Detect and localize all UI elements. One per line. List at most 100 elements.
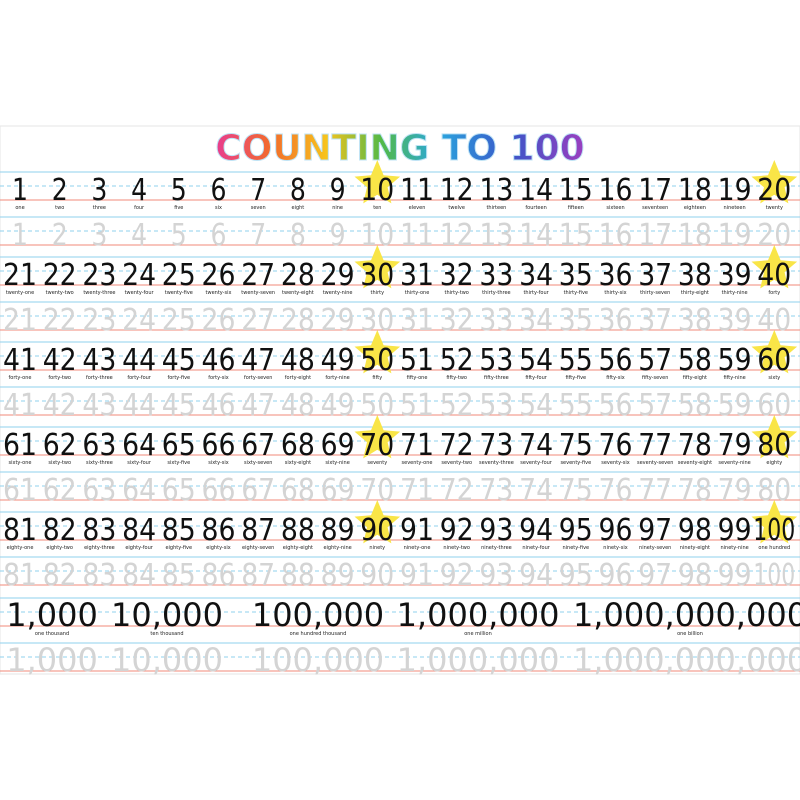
star bbox=[751, 245, 798, 289]
word: fifty bbox=[372, 375, 382, 381]
number: 37 bbox=[638, 258, 672, 293]
trace-number: 94 bbox=[519, 558, 553, 593]
number: 49 bbox=[321, 343, 355, 378]
star bbox=[354, 500, 401, 544]
word: fifty-four bbox=[525, 375, 547, 381]
word: eight bbox=[292, 205, 305, 211]
trace-number: 95 bbox=[559, 558, 593, 593]
big-word: one hundred thousand bbox=[290, 631, 347, 637]
number: 31 bbox=[400, 258, 434, 293]
number: 66 bbox=[202, 428, 236, 463]
word: thirty-seven bbox=[640, 290, 670, 296]
number: 71 bbox=[400, 428, 434, 463]
number: 54 bbox=[519, 343, 553, 378]
word: forty-three bbox=[86, 375, 113, 381]
word: thirty-three bbox=[482, 290, 510, 296]
trace-number: 85 bbox=[162, 558, 196, 593]
star bbox=[354, 415, 401, 459]
number: 94 bbox=[519, 513, 553, 548]
trace-big-number: 100,000 bbox=[252, 641, 384, 679]
number: 95 bbox=[559, 513, 593, 548]
trace-number: 2 bbox=[52, 218, 68, 253]
trace-number: 34 bbox=[519, 303, 553, 338]
word: twenty-nine bbox=[323, 290, 353, 296]
word: forty-five bbox=[167, 375, 190, 381]
trace-number: 72 bbox=[440, 473, 474, 508]
word: eighty-six bbox=[206, 545, 230, 551]
trace-number: 74 bbox=[519, 473, 553, 508]
number: 93 bbox=[479, 513, 513, 548]
word: twenty-two bbox=[46, 290, 74, 296]
number: 12 bbox=[440, 173, 474, 208]
word: ninety-eight bbox=[680, 545, 710, 551]
big-word: one billion bbox=[677, 631, 703, 637]
word: ninety-five bbox=[562, 545, 589, 551]
trace-number: 12 bbox=[440, 218, 474, 253]
star bbox=[751, 415, 798, 459]
number: 21 bbox=[3, 258, 37, 293]
number: 96 bbox=[599, 513, 633, 548]
word: nineteen bbox=[724, 205, 746, 211]
word: ten bbox=[373, 205, 381, 211]
word: seventy-nine bbox=[718, 460, 750, 466]
number: 27 bbox=[241, 258, 275, 293]
word: fifty-eight bbox=[683, 375, 707, 381]
trace-number: 7 bbox=[250, 218, 266, 253]
trace-number: 11 bbox=[400, 218, 434, 253]
big-number: 1,000,000 bbox=[397, 596, 560, 634]
word: one bbox=[15, 205, 24, 211]
number: 29 bbox=[321, 258, 355, 293]
number: 65 bbox=[162, 428, 196, 463]
star bbox=[751, 500, 798, 544]
number: 25 bbox=[162, 258, 196, 293]
trace-number: 6 bbox=[211, 218, 227, 253]
number: 59 bbox=[718, 343, 752, 378]
number: 6 bbox=[211, 173, 227, 208]
trace-number: 32 bbox=[440, 303, 474, 338]
word: thirty-five bbox=[564, 290, 588, 296]
trace-big-number: 1,000,000 bbox=[397, 641, 560, 679]
word: forty-eight bbox=[285, 375, 311, 381]
number: 47 bbox=[241, 343, 275, 378]
word: ninety-seven bbox=[639, 545, 671, 551]
word: ninety bbox=[369, 545, 385, 551]
number: 84 bbox=[122, 513, 156, 548]
word: eighty-two bbox=[46, 545, 73, 551]
trace-number: 47 bbox=[241, 388, 275, 423]
number: 68 bbox=[281, 428, 315, 463]
word: twenty-one bbox=[6, 290, 34, 296]
trace-number: 13 bbox=[479, 218, 513, 253]
trace-number: 54 bbox=[519, 388, 553, 423]
trace-number: 73 bbox=[479, 473, 513, 508]
word: forty-four bbox=[127, 375, 151, 381]
number: 46 bbox=[202, 343, 236, 378]
number: 23 bbox=[82, 258, 116, 293]
trace-number: 51 bbox=[400, 388, 434, 423]
word: thirty-eight bbox=[681, 290, 709, 296]
word: seventeen bbox=[642, 205, 668, 211]
trace-number: 33 bbox=[479, 303, 513, 338]
trace-number: 61 bbox=[3, 473, 37, 508]
word: thirty-four bbox=[523, 290, 549, 296]
trace-number: 46 bbox=[202, 388, 236, 423]
number: 16 bbox=[599, 173, 633, 208]
number: 86 bbox=[202, 513, 236, 548]
big-number: 100,000 bbox=[252, 596, 384, 634]
number: 53 bbox=[479, 343, 513, 378]
word: forty-six bbox=[208, 375, 229, 381]
word: fifty-nine bbox=[723, 375, 745, 381]
title: COUNTING TO 100 bbox=[215, 128, 584, 169]
trace-number: 31 bbox=[400, 303, 434, 338]
word: sixty-two bbox=[48, 460, 71, 466]
trace-number: 37 bbox=[638, 303, 672, 338]
trace-number: 65 bbox=[162, 473, 196, 508]
word: fifty-five bbox=[565, 375, 586, 381]
number: 58 bbox=[678, 343, 712, 378]
word: twenty-eight bbox=[282, 290, 314, 296]
word: sixty-seven bbox=[244, 460, 272, 466]
trace-number: 24 bbox=[122, 303, 156, 338]
word: seventy-four bbox=[520, 460, 553, 466]
trace-number: 14 bbox=[519, 218, 553, 253]
number: 14 bbox=[519, 173, 553, 208]
number: 17 bbox=[638, 173, 672, 208]
